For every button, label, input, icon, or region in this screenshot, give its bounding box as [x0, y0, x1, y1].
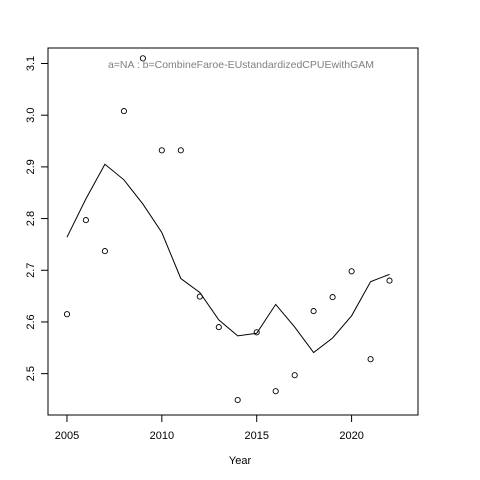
data-point	[63, 311, 71, 318]
data-point	[272, 388, 279, 395]
smoothed-trend-line	[66, 163, 390, 354]
y-tick-label: 2.6	[25, 314, 37, 329]
data-point	[120, 108, 127, 115]
x-tick-label: 2015	[244, 430, 268, 442]
plot-frame	[47, 47, 419, 416]
data-point	[177, 147, 184, 154]
data-point	[253, 329, 260, 336]
y-axis: 2.5 2.6 2.7 2.8 2.9 3.0 3.1	[25, 56, 48, 381]
data-point	[310, 308, 317, 315]
data-point	[329, 294, 336, 301]
y-tick-label: 2.7	[25, 263, 37, 278]
data-point	[291, 372, 298, 379]
y-tick-label: 2.8	[25, 211, 37, 226]
y-tick-label: 3.1	[25, 56, 37, 71]
data-point	[386, 277, 393, 284]
y-tick-label: 2.5	[25, 366, 37, 381]
x-axis-label: Year	[229, 455, 252, 467]
y-tick-label: 3.0	[25, 108, 37, 123]
x-tick-label: 2010	[150, 430, 174, 442]
data-point	[101, 248, 108, 255]
series-layer	[63, 55, 393, 404]
y-tick-label: 2.9	[25, 159, 37, 174]
data-point	[139, 55, 146, 62]
data-point	[215, 324, 222, 331]
chart-annotation: a=NA : b=CombineFaroe-EUstandardizedCPUE…	[108, 59, 374, 71]
x-tick-label: 2005	[55, 430, 79, 442]
data-point	[348, 268, 355, 275]
data-point	[234, 396, 241, 404]
x-axis: 2005 2010 2015 2020	[55, 415, 364, 442]
data-point	[158, 147, 165, 154]
data-point	[367, 356, 374, 363]
x-tick-label: 2020	[339, 430, 363, 442]
data-point	[82, 217, 89, 224]
